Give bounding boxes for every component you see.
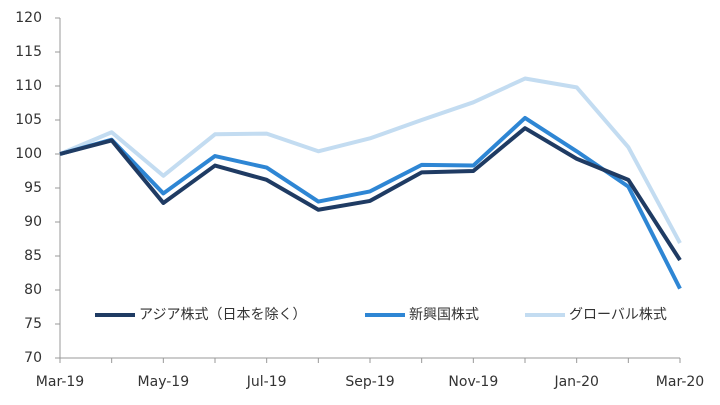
y-tick-label: 70: [24, 350, 42, 366]
x-tick-label: Sep-19: [345, 374, 394, 390]
y-tick-label: 115: [15, 44, 42, 60]
y-tick-label: 85: [24, 248, 42, 264]
y-tick-label: 90: [24, 214, 42, 230]
x-tick-label: Jul-19: [246, 374, 287, 390]
y-tick-label: 120: [15, 10, 42, 26]
y-tick-label: 95: [24, 180, 42, 196]
x-tick-label: May-19: [138, 374, 190, 390]
y-tick-label: 80: [24, 282, 42, 298]
y-tick-label: 105: [15, 112, 42, 128]
y-tick-label: 110: [15, 78, 42, 94]
series-line: [59, 126, 682, 262]
y-tick-label: 75: [24, 316, 42, 332]
legend-label: アジア株式（日本を除く）: [139, 307, 306, 323]
series-line: [59, 115, 682, 290]
x-tick-label: Mar-20: [656, 374, 704, 390]
series-line: [59, 76, 682, 245]
x-tick-label: Nov-19: [448, 374, 498, 390]
legend-label: 新興国株式: [409, 307, 479, 323]
x-tick-label: Mar-19: [36, 374, 84, 390]
legend-label: グローバル株式: [569, 307, 667, 323]
y-tick-label: 100: [15, 146, 42, 162]
x-tick-label: Jan-20: [553, 374, 598, 390]
